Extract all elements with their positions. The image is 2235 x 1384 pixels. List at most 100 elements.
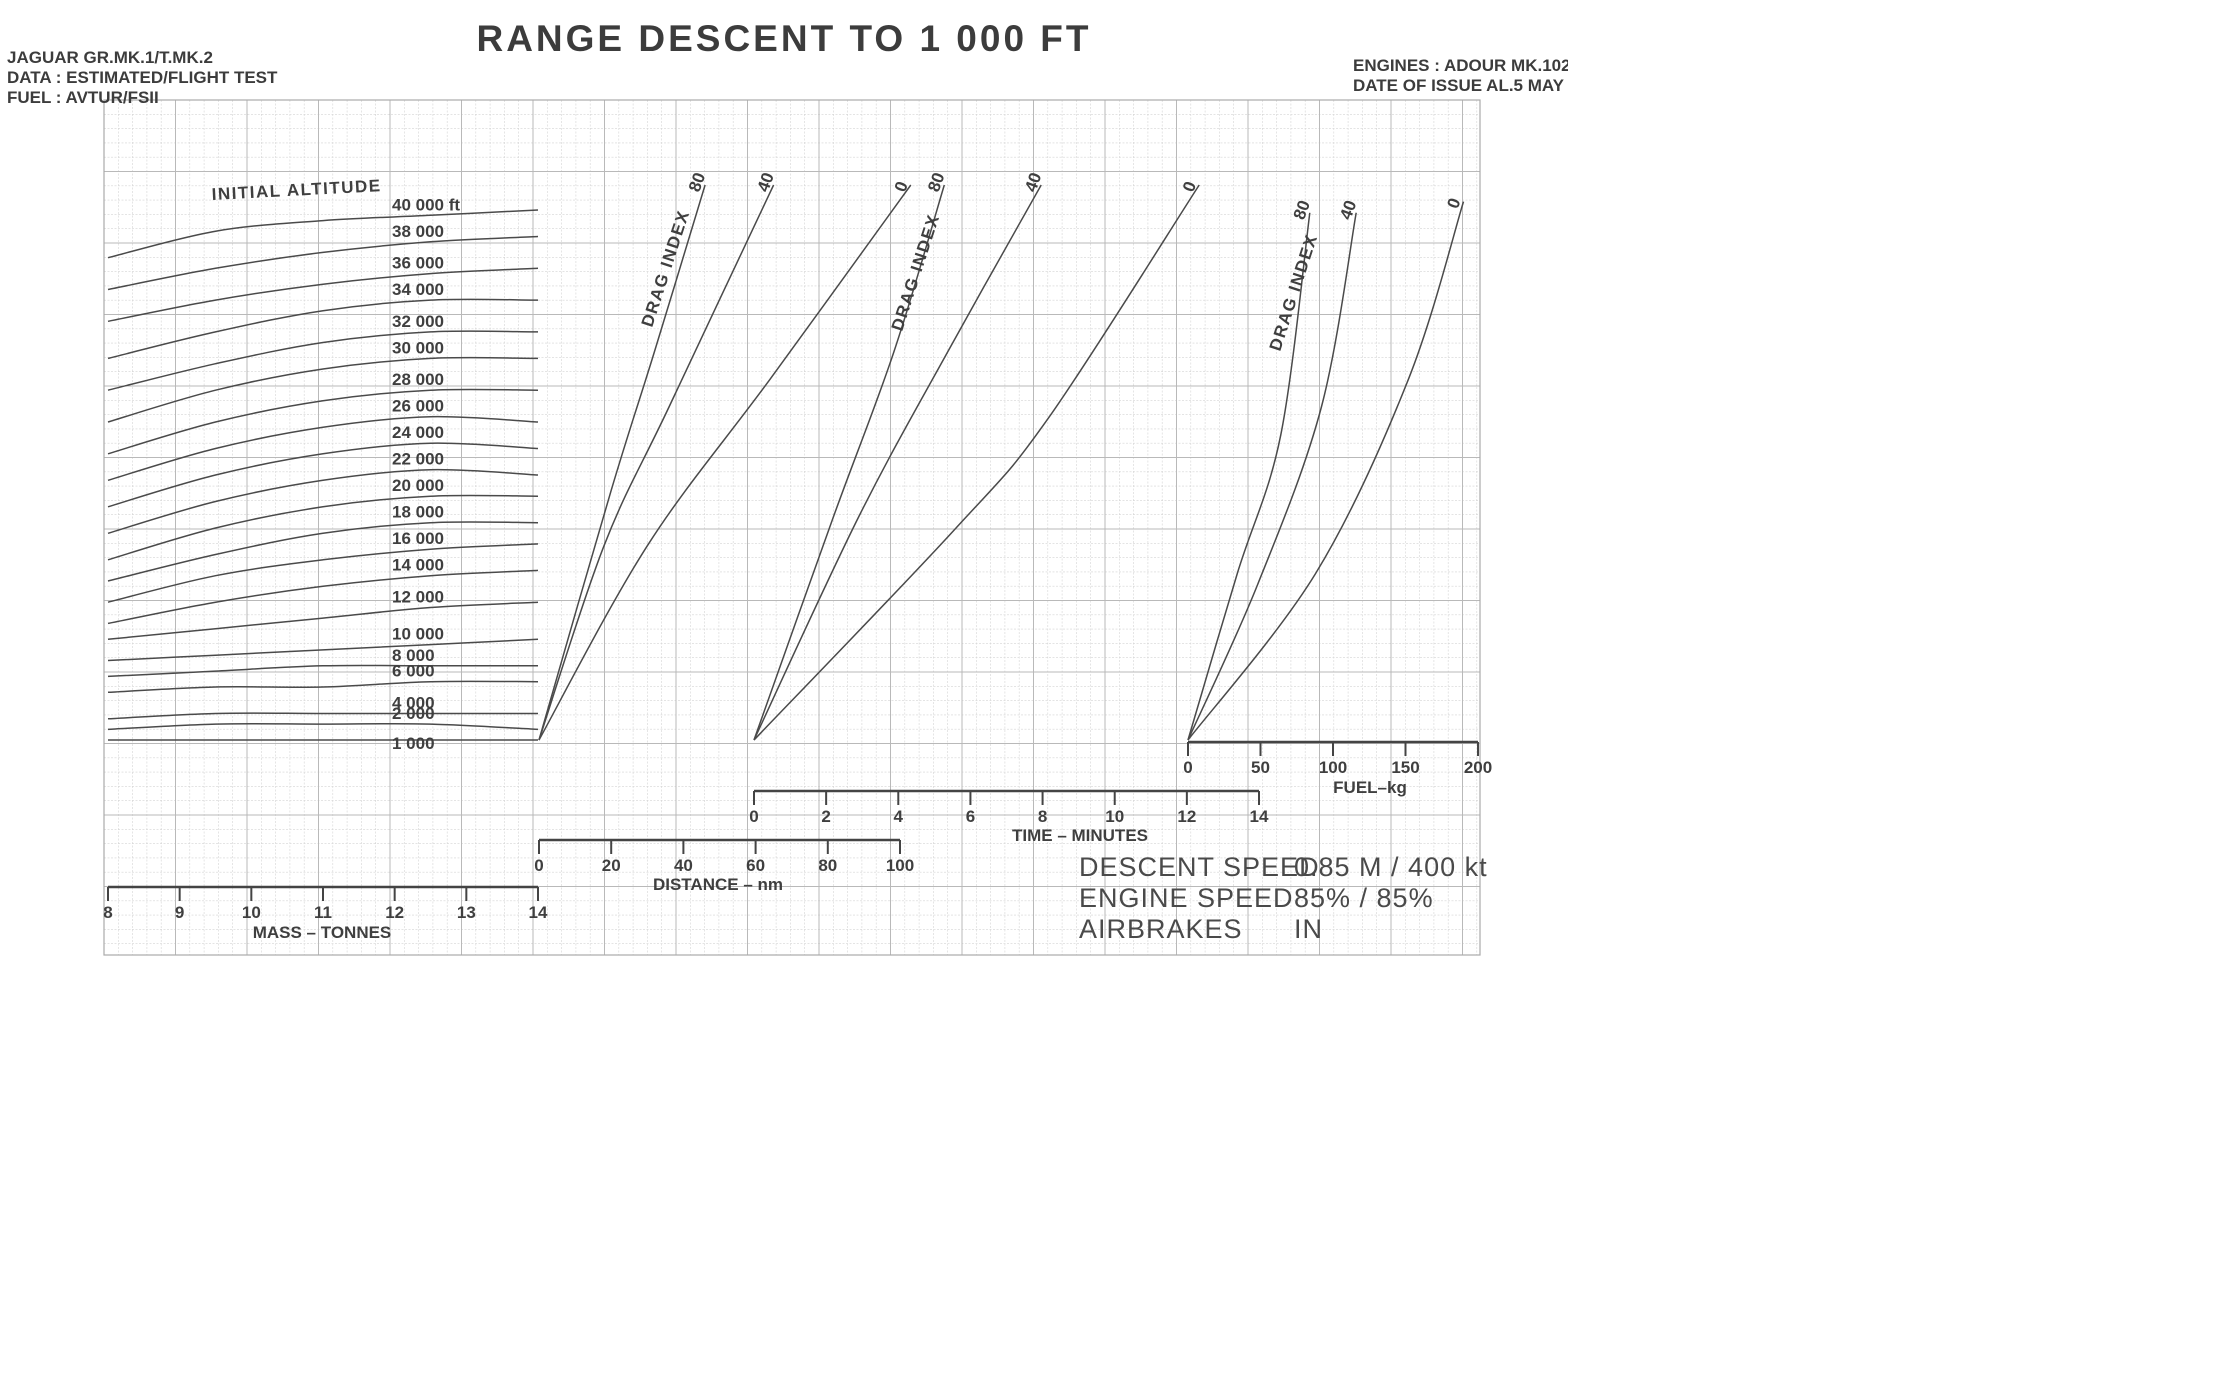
fuel-drag-label-80: 80 <box>1290 198 1314 222</box>
header-right: ENGINES : ADOUR MK.102/JP105 DATE OF ISS… <box>1353 56 1568 96</box>
altitude-label-2: 36 000 <box>392 254 444 273</box>
airbrakes-value: IN <box>1294 914 1323 944</box>
fuel-drag-curve-80 <box>1187 212 1311 741</box>
distance-drag-curve-80 <box>538 184 706 741</box>
altitude-curve-17 <box>107 680 539 694</box>
distance-drag-label-40: 40 <box>754 170 778 194</box>
distance-drag-curve-0 <box>538 184 912 741</box>
fuel-drag-label-40: 40 <box>1336 198 1360 222</box>
altitude-curve-1 <box>107 235 539 291</box>
altitude-label-7: 26 000 <box>392 397 444 416</box>
altitude-label-13: 14 000 <box>392 556 444 575</box>
altitude-label-19: 2 000 <box>392 704 435 723</box>
fuel-drag-curve-0 <box>1187 201 1465 741</box>
altitude-label-4: 32 000 <box>392 312 444 331</box>
time-tick-label-14: 14 <box>1250 807 1269 826</box>
altitude-label-20: 1 000 <box>392 734 435 753</box>
altitude-label-3: 34 000 <box>392 280 444 299</box>
header-left: JAGUAR GR.MK.1/T.MK.2 DATA : ESTIMATED/F… <box>7 48 277 108</box>
time-drag-label-80: 80 <box>924 170 948 194</box>
altitude-curve-9 <box>107 468 539 535</box>
time-tick-label-10: 10 <box>1105 807 1124 826</box>
altitude-label-15: 10 000 <box>392 625 444 644</box>
time-tick-label-0: 0 <box>749 807 758 826</box>
altitude-curve-5 <box>107 356 539 423</box>
engine-speed-label: ENGINE SPEED <box>1079 883 1294 913</box>
altitude-label-1: 38 000 <box>392 222 444 241</box>
distance-tick-label-0: 0 <box>534 856 543 875</box>
distance-tick-label-40: 40 <box>674 856 693 875</box>
time-drag-label-40: 40 <box>1021 170 1045 194</box>
conditions-values: 0.85 M / 400 kt 85% / 85% IN <box>1294 852 1488 945</box>
fuel-tick-label-150: 150 <box>1391 758 1419 777</box>
header-engines: ENGINES : ADOUR MK.102/JP105 <box>1353 56 1568 75</box>
mass-tick-label-11: 11 <box>314 903 332 922</box>
distance-drag-label-80: 80 <box>685 170 709 194</box>
altitude-curve-6 <box>107 388 539 455</box>
time-tick-label-12: 12 <box>1177 807 1196 826</box>
distance-tick-label-100: 100 <box>886 856 914 875</box>
altitude-curve-13 <box>107 569 539 625</box>
altitude-curve-18 <box>107 712 538 720</box>
descent-speed-value: 0.85 M / 400 kt <box>1294 852 1488 882</box>
chart-title: RANGE DESCENT TO 1 000 FT <box>476 18 1092 59</box>
header-fuel: FUEL : AVTUR/FSII <box>7 88 159 107</box>
time-axis-title: TIME – MINUTES <box>1012 826 1148 845</box>
altitude-curve-0 <box>107 209 539 259</box>
header-aircraft: JAGUAR GR.MK.1/T.MK.2 <box>7 48 213 67</box>
mass-tick-label-14: 14 <box>529 903 548 922</box>
altitude-label-9: 22 000 <box>392 450 444 469</box>
altitude-curve-10 <box>107 494 539 561</box>
grid-border <box>103 99 1481 956</box>
altitude-curve-2 <box>107 267 539 323</box>
time-tick-label-6: 6 <box>966 807 975 826</box>
altitude-label-0: 40 000 ft <box>392 195 460 214</box>
altitude-label-18: 4 000 <box>392 694 435 713</box>
altitude-curve-14 <box>107 601 539 641</box>
mass-tick-label-8: 8 <box>103 903 112 922</box>
distance-tick-label-60: 60 <box>746 856 765 875</box>
fuel-tick-label-100: 100 <box>1319 758 1347 777</box>
distance-drag-index-title: DRAG INDEX <box>638 208 694 330</box>
distance-axis-title: DISTANCE – nm <box>653 875 783 894</box>
grid-minor <box>103 99 1480 955</box>
altitude-curve-11 <box>107 521 539 582</box>
time-drag-curve-0 <box>753 184 1200 741</box>
altitude-label-5: 30 000 <box>392 338 444 357</box>
time-tick-label-4: 4 <box>894 807 904 826</box>
mass-axis-title: MASS – TONNES <box>253 923 392 942</box>
time-tick-label-8: 8 <box>1038 807 1047 826</box>
altitude-label-8: 24 000 <box>392 423 444 442</box>
mass-tick-label-10: 10 <box>242 903 261 922</box>
altitude-label-6: 28 000 <box>392 370 444 389</box>
altitude-curve-12 <box>107 543 539 603</box>
distance-drag-curve-40 <box>538 184 775 741</box>
header-issue-date: DATE OF ISSUE AL.5 MAY 1977. <box>1353 76 1568 95</box>
altitude-curve-7 <box>107 415 539 482</box>
time-drag-label-0: 0 <box>1179 179 1200 194</box>
fuel-axis-title: FUEL–kg <box>1333 778 1407 797</box>
header-data-source: DATA : ESTIMATED/FLIGHT TEST <box>7 68 278 87</box>
engine-speed-value: 85% / 85% <box>1294 883 1434 913</box>
mass-tick-label-13: 13 <box>457 903 476 922</box>
fuel-tick-label-200: 200 <box>1464 758 1492 777</box>
mass-tick-label-12: 12 <box>385 903 404 922</box>
fuel-drag-curve-40 <box>1187 212 1357 741</box>
altitude-label-14: 12 000 <box>392 588 444 607</box>
fuel-tick-label-50: 50 <box>1251 758 1270 777</box>
time-tick-label-2: 2 <box>821 807 830 826</box>
time-drag-curve-80 <box>753 184 946 741</box>
altitude-label-10: 20 000 <box>392 476 444 495</box>
distance-drag-label-0: 0 <box>891 179 912 194</box>
airbrakes-label: AIRBRAKES <box>1079 914 1243 944</box>
altitude-curve-16 <box>107 664 538 678</box>
descent-speed-label: DESCENT SPEED <box>1079 852 1320 882</box>
mass-tick-label-9: 9 <box>175 903 184 922</box>
altitude-curve-3 <box>107 298 539 360</box>
conditions-labels: DESCENT SPEED ENGINE SPEED AIRBRAKES <box>1079 852 1320 945</box>
distance-tick-label-20: 20 <box>602 856 621 875</box>
altitude-curve-15 <box>107 638 539 662</box>
fuel-drag-index-title: DRAG INDEX <box>1266 232 1322 354</box>
distance-tick-label-80: 80 <box>818 856 837 875</box>
